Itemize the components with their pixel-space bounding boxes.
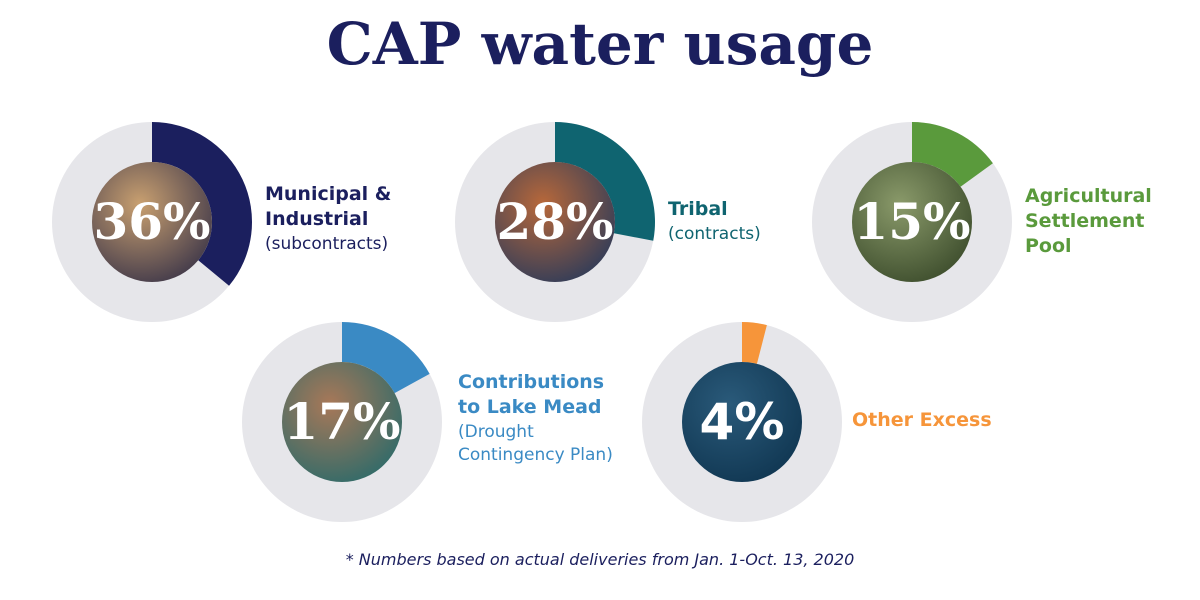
label-line: Settlement bbox=[1025, 210, 1145, 232]
label-other-excess: Other Excess bbox=[852, 408, 992, 433]
label-line: Contributions bbox=[458, 371, 605, 393]
value-label: 28% bbox=[496, 192, 613, 251]
donut-svg: 28% bbox=[455, 122, 655, 322]
label-lake-mead: Contributions to Lake Mead (Drought Cont… bbox=[458, 370, 613, 468]
label-line: Agricultural bbox=[1025, 185, 1152, 207]
donut-segment bbox=[742, 322, 767, 364]
donut-agricultural: 15% bbox=[807, 117, 1017, 327]
label-agricultural: Agricultural Settlement Pool bbox=[1025, 184, 1152, 259]
donut-segment bbox=[912, 122, 993, 187]
footnote: * Numbers based on actual deliveries fro… bbox=[345, 550, 855, 569]
label-line: to Lake Mead bbox=[458, 396, 602, 418]
value-label: 4% bbox=[700, 393, 785, 451]
donut-segment bbox=[342, 322, 430, 394]
donut-municipal: 36% bbox=[47, 117, 257, 327]
center-photo bbox=[282, 362, 402, 482]
donut-lake-mead: 17% bbox=[237, 317, 447, 527]
label-sub: (subcontracts) bbox=[265, 234, 389, 254]
donut-segment bbox=[152, 122, 252, 286]
label-line: Pool bbox=[1025, 235, 1072, 257]
page-title: CAP water usage bbox=[326, 10, 874, 78]
label-tribal: Tribal (contracts) bbox=[668, 197, 761, 247]
donut-svg: 15% bbox=[812, 122, 1012, 322]
value-label: 36% bbox=[93, 192, 210, 251]
donut-segment bbox=[555, 122, 655, 241]
donut-tribal: 28% bbox=[450, 117, 660, 327]
donut-svg: 17% bbox=[242, 322, 442, 522]
donut-other-excess: 4% bbox=[637, 317, 847, 527]
label-sub: (contracts) bbox=[668, 224, 761, 244]
label-municipal: Municipal & Industrial (subcontracts) bbox=[265, 182, 391, 257]
center-photo bbox=[495, 162, 615, 282]
center-photo bbox=[852, 162, 972, 282]
label-sub: Contingency Plan) bbox=[458, 445, 613, 465]
donut-svg: 36% bbox=[52, 122, 252, 322]
label-line: Municipal & bbox=[265, 183, 392, 205]
label-sub: (Drought bbox=[458, 422, 534, 442]
center-photo bbox=[92, 162, 212, 282]
label-line: Industrial bbox=[265, 208, 369, 230]
donut-svg: 4% bbox=[642, 322, 842, 522]
value-label: 15% bbox=[853, 192, 970, 251]
value-label: 17% bbox=[283, 392, 400, 451]
label-line: Tribal bbox=[668, 198, 728, 220]
center-photo bbox=[682, 362, 802, 482]
label-line: Other Excess bbox=[852, 409, 992, 431]
